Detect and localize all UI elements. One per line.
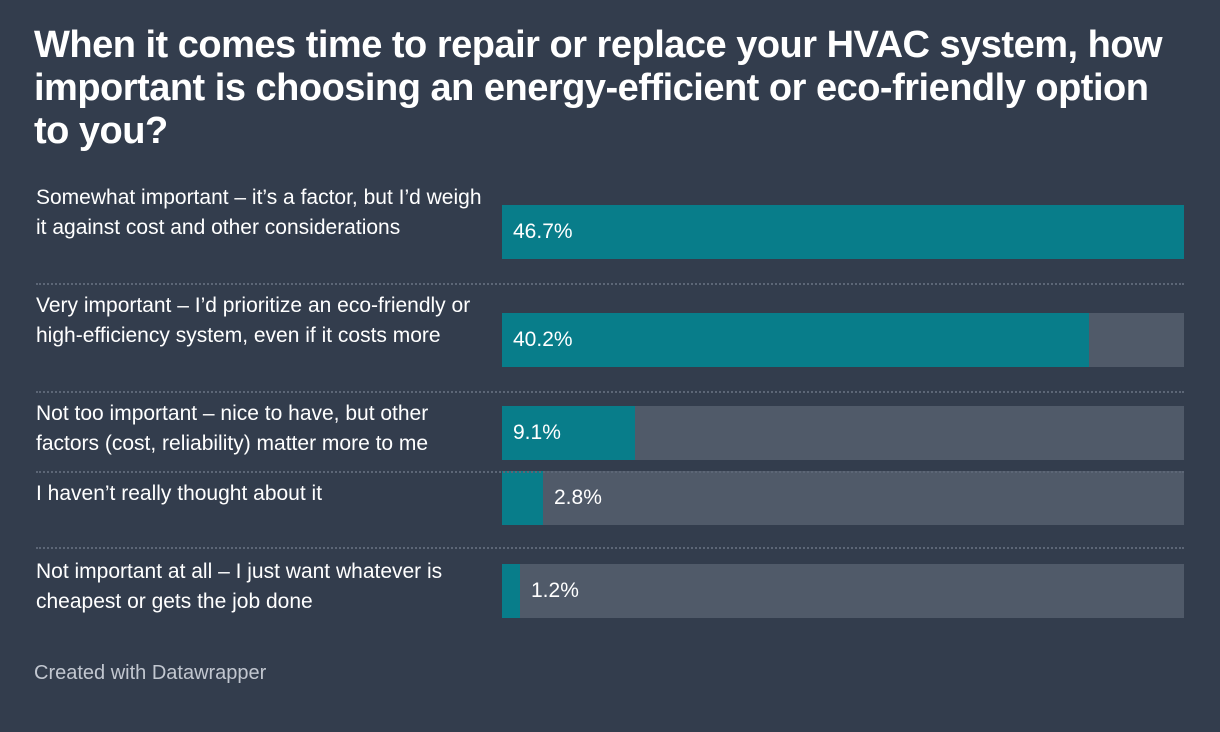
category-label: I haven’t really thought about it [36, 482, 323, 505]
row-divider [36, 391, 1184, 393]
chart-title: When it comes time to repair or replace … [34, 24, 1163, 152]
row-divider [36, 283, 1184, 285]
value-label: 9.1% [513, 421, 561, 444]
bar-track: 9.1% [502, 406, 1184, 460]
bar-track: 2.8% [502, 471, 1184, 525]
bar [502, 406, 635, 460]
value-label: 1.2% [531, 579, 579, 602]
category-label: Not too important – nice to have, but ot… [36, 402, 429, 455]
value-label: 2.8% [554, 486, 602, 509]
bar-track: 46.7% [502, 205, 1184, 259]
bar-track: 40.2% [502, 313, 1184, 367]
bar [502, 205, 1184, 259]
category-label: Somewhat important – it’s a factor, but … [36, 186, 482, 239]
bar [502, 313, 1089, 367]
bar-row: Somewhat important – it’s a factor, but … [36, 183, 1184, 273]
value-label: 46.7% [513, 220, 573, 243]
datawrapper-credit: Created with Datawrapper [34, 662, 267, 684]
bar [502, 471, 543, 525]
category-label: Not important at all – I just want whate… [36, 560, 443, 613]
bar-track: 1.2% [502, 564, 1184, 618]
bar-row: Not important at all – I just want whate… [36, 557, 1184, 618]
row-divider [36, 547, 1184, 549]
bar-row: Very important – I’d prioritize an eco-f… [36, 291, 1184, 381]
bar-row: Not too important – nice to have, but ot… [36, 399, 1184, 460]
bar [502, 564, 520, 618]
category-label: Very important – I’d prioritize an eco-f… [36, 294, 471, 347]
bar-row: I haven’t really thought about it 2.8% [36, 471, 1184, 533]
value-label: 40.2% [513, 328, 573, 351]
row-divider [36, 471, 1184, 473]
